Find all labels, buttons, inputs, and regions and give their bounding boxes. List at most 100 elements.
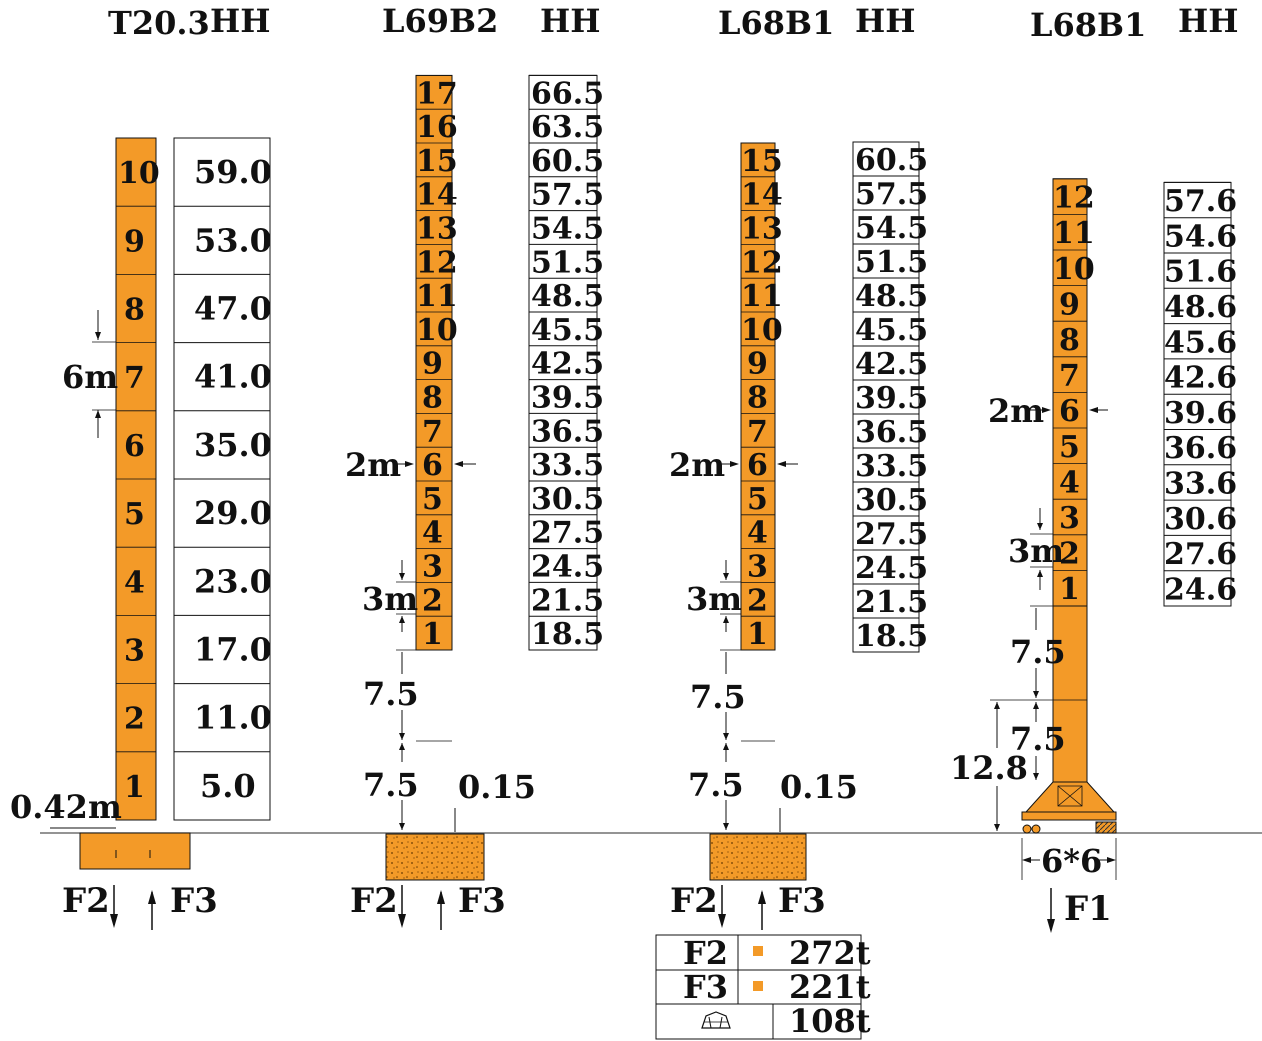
segment-number: 9 — [1059, 287, 1080, 322]
segment-number: 11 — [416, 279, 458, 314]
force-f3-label: F3 — [778, 881, 826, 921]
hook-height-value: 29.0 — [194, 494, 272, 532]
segment-number: 17 — [416, 76, 458, 111]
segment-number: 2 — [422, 583, 443, 618]
hook-height-value: 36.5 — [855, 415, 928, 450]
segment-number: 7 — [747, 414, 768, 449]
hook-height-value: 66.5 — [531, 76, 604, 111]
segment-number: 11 — [741, 279, 783, 314]
height-table: 5.0 11.0 17.0 23.0 29.0 35.0 41.0 47.0 53.0 59.0 — [173, 137, 272, 821]
crane-title: T20.3 — [108, 4, 210, 42]
mast-base-section — [1052, 605, 1088, 783]
dimension-3m-label: 3m — [686, 580, 742, 618]
segment-number: 7 — [422, 414, 443, 449]
segment-number: 11 — [1053, 216, 1095, 251]
hook-height-value: 54.5 — [531, 212, 604, 247]
segment-number: 10 — [1053, 252, 1095, 287]
dimension-2m-label: 2m — [345, 446, 401, 484]
rail-block — [1095, 821, 1117, 834]
hook-height-value: 33.5 — [855, 449, 928, 484]
segment-number: 7 — [124, 361, 145, 396]
hook-height-value: 21.5 — [531, 583, 604, 618]
hh-header: HH — [1178, 2, 1238, 40]
segment-number: 14 — [416, 178, 458, 213]
segment-number: 14 — [741, 178, 783, 213]
hook-height-value: 33.6 — [1164, 466, 1237, 501]
hook-height-value: 51.6 — [1164, 255, 1237, 290]
segment-number: 4 — [422, 516, 443, 551]
load-f2-label: F2 — [683, 934, 728, 972]
segment-number: 1 — [124, 770, 145, 805]
hook-height-value: 45.6 — [1164, 325, 1237, 360]
segment-number: 5 — [422, 482, 443, 517]
segment-number: 8 — [124, 293, 145, 328]
dimension-7-5-upper-label: 7.5 — [1010, 633, 1066, 671]
segment-number: 12 — [416, 245, 458, 280]
hook-height-value: 36.6 — [1164, 431, 1237, 466]
segment-number: 3 — [1059, 501, 1080, 536]
hook-height-value: 47.0 — [194, 290, 272, 328]
segment-number: 4 — [124, 565, 145, 600]
hook-height-value: 51.5 — [531, 245, 604, 280]
segment-number: 5 — [747, 482, 768, 517]
dimension-3m-label: 3m — [1008, 532, 1064, 570]
load-table: F2 272t F3 221t 108t — [655, 934, 871, 1040]
foundation-block — [79, 832, 191, 870]
hook-height-value: 39.5 — [531, 381, 604, 416]
hook-height-value: 60.5 — [531, 144, 604, 179]
hook-height-value: 36.5 — [531, 414, 604, 449]
hook-height-value: 41.0 — [194, 358, 272, 396]
force-f2-label: F2 — [670, 881, 718, 921]
hook-height-value: 23.0 — [194, 562, 272, 600]
segment-number: 1 — [747, 617, 768, 652]
hook-height-value: 45.5 — [855, 313, 928, 348]
force-f3-label: F3 — [458, 881, 506, 921]
height-table: 18.521.524.527.530.533.536.539.542.545.5… — [528, 74, 604, 652]
hook-height-value: 21.5 — [855, 585, 928, 620]
segment-number: 12 — [1053, 181, 1095, 216]
hook-height-value: 54.6 — [1164, 219, 1237, 254]
load-f3-label: F3 — [683, 968, 728, 1006]
hook-height-value: 5.0 — [200, 767, 256, 805]
ballast-block-icon — [701, 1011, 731, 1029]
segment-number: 3 — [422, 550, 443, 585]
dimension-2m-label: 2m — [669, 446, 725, 484]
dimension-0-15-label: 0.15 — [780, 768, 858, 806]
hook-height-value: 18.5 — [531, 617, 604, 652]
hook-height-value: 27.5 — [531, 516, 604, 551]
force-f2-label: F2 — [350, 881, 398, 921]
hook-height-value: 57.5 — [531, 178, 604, 213]
load-f2-value: 272t — [789, 934, 871, 972]
wheel — [1022, 824, 1032, 834]
hh-header: HH — [210, 2, 270, 40]
hook-height-value: 30.5 — [855, 483, 928, 518]
concrete-foundation — [385, 833, 485, 881]
segment-number: 6 — [124, 429, 145, 464]
segment-number: 9 — [747, 347, 768, 382]
dimension-7-5-lower-label: 7.5 — [363, 766, 419, 804]
segment-number: 13 — [741, 212, 783, 247]
hook-height-value: 48.5 — [855, 279, 928, 314]
hook-height-value: 17.0 — [194, 631, 272, 669]
segment-number: 8 — [747, 381, 768, 416]
hook-height-value: 24.5 — [531, 550, 604, 585]
crane-title: L68B1 — [718, 4, 834, 42]
height-table: 24.627.630.633.636.639.642.645.648.651.6… — [1163, 181, 1237, 607]
load-f3-swatch — [753, 981, 763, 991]
load-f2-swatch — [753, 946, 763, 956]
hook-height-value: 30.5 — [531, 482, 604, 517]
force-f3-label: F3 — [170, 881, 218, 921]
hook-height-value: 54.5 — [855, 211, 928, 246]
segment-number: 10 — [416, 313, 458, 348]
crane-title: L69B2 — [382, 2, 498, 40]
dimension-12-8-label: 12.8 — [950, 749, 1028, 787]
segment-number: 6 — [1059, 394, 1080, 429]
hook-height-value: 53.0 — [194, 221, 272, 259]
hook-height-value: 27.6 — [1164, 537, 1237, 572]
hh-header: HH — [540, 2, 600, 40]
